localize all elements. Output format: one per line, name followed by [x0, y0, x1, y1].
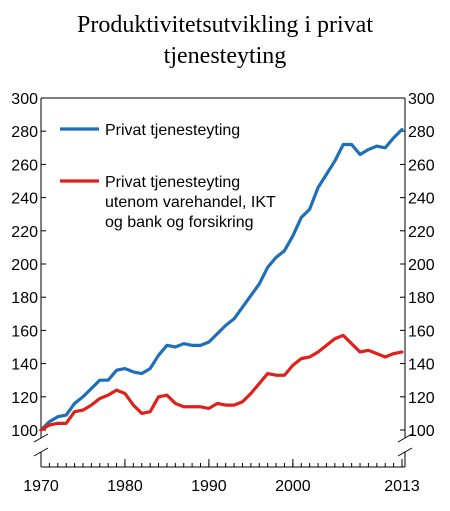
x-tick-label: 1990: [191, 478, 227, 495]
y-tick-label-right: 280: [408, 124, 435, 141]
plot-area: [41, 98, 405, 467]
axis-break-right-lower: [397, 447, 413, 457]
axes: 100 100 120 120 140 140 160 160 180 180 200 200 220 2…: [11, 91, 435, 495]
y-tick-label-left: 200: [11, 257, 38, 274]
x-tick-label: 1980: [107, 478, 143, 495]
chart-title-line-1: Produktivitetsutvikling i privat: [77, 12, 373, 38]
legend: Privat tjenesteyting Privat tjenesteyting…: [60, 122, 276, 231]
x-tick-label: 2000: [275, 478, 311, 495]
axis-break-left-lower: [33, 447, 49, 457]
x-tick-label: 1970: [23, 478, 59, 495]
series-line-2: [39, 333, 404, 432]
y-tick-label-right: 240: [408, 191, 435, 208]
y-tick-label-left: 280: [11, 124, 38, 141]
y-tick-label-right: 220: [408, 224, 435, 241]
y-tick-label-left: 140: [11, 357, 38, 374]
y-tick-label-left: 100: [11, 423, 38, 440]
y-tick-label-right: 140: [408, 357, 435, 374]
legend-label-1: Privat tjenesteyting: [105, 122, 240, 139]
x-tick-label: 2013: [384, 478, 420, 495]
series-lines: [39, 127, 404, 432]
y-tick-label-right: 300: [408, 91, 435, 108]
y-tick-label-left: 260: [11, 157, 38, 174]
y-tick-label-right: 160: [408, 323, 435, 340]
y-tick-label-left: 120: [11, 390, 38, 407]
legend-label-2-line-3: og bank og forsikring: [105, 214, 254, 231]
y-tick-label-left: 160: [11, 323, 38, 340]
y-tick-label-right: 260: [408, 157, 435, 174]
legend-label-2-line-1: Privat tjenesteyting: [105, 174, 240, 191]
axis-break-right-upper: [397, 433, 413, 443]
y-tick-label-left: 180: [11, 290, 38, 307]
chart-title: Produktivitetsutvikling i privat tjenest…: [0, 10, 450, 72]
y-tick-label-right: 200: [408, 257, 435, 274]
chart-title-line-2: tjenesteyting: [163, 43, 287, 69]
legend-label-2-line-2: utenom varehandel, IKT: [105, 194, 276, 211]
y-tick-label-left: 300: [11, 91, 38, 108]
y-tick-label-right: 180: [408, 290, 435, 307]
axis-break-left-upper: [33, 433, 49, 443]
y-tick-label-left: 220: [11, 224, 38, 241]
y-tick-label-right: 120: [408, 390, 435, 407]
series-line-1: [39, 127, 404, 432]
y-tick-label-left: 240: [11, 191, 38, 208]
y-tick-label-right: 100: [408, 423, 435, 440]
